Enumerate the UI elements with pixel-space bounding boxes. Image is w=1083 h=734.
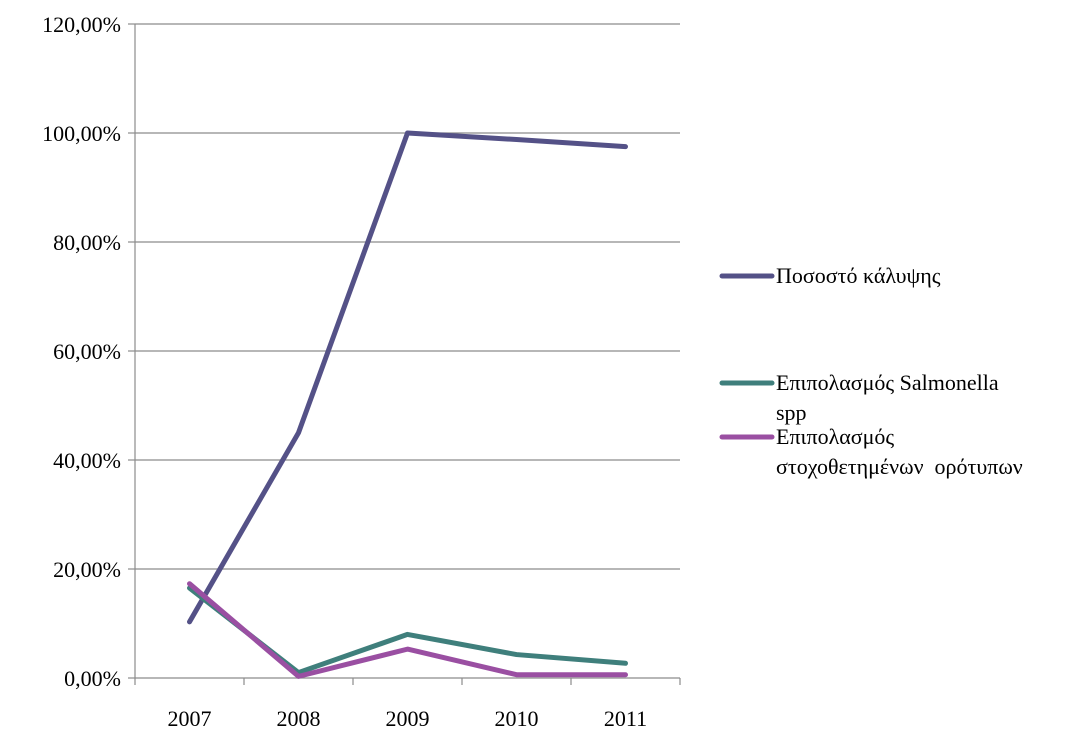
x-tick-label: 2010 bbox=[495, 706, 539, 731]
legend-entry-3: Επιπολασμός στοχοθετημένων ορότυπων bbox=[719, 424, 1023, 479]
y-tick-label: 20,00% bbox=[53, 557, 121, 582]
gridlines bbox=[135, 23, 680, 570]
y-tick-label: 0,00% bbox=[64, 666, 121, 691]
y-tick-label: 100,00% bbox=[42, 121, 121, 146]
x-tick-label: 2008 bbox=[277, 706, 321, 731]
y-tick-label: 80,00% bbox=[53, 230, 121, 255]
legend-label: Ποσοστό κάλυψης bbox=[776, 263, 941, 288]
series-lines bbox=[187, 130, 628, 679]
y-tick-label: 40,00% bbox=[53, 448, 121, 473]
legend-label: spp bbox=[776, 400, 807, 425]
series-line-3 bbox=[187, 581, 628, 679]
legend-label: Επιπολασμός bbox=[776, 424, 894, 449]
x-tick-label: 2011 bbox=[604, 706, 647, 731]
x-tick-label: 2007 bbox=[168, 706, 212, 731]
legend: Ποσοστό κάλυψης Επιπολασμός Salmonella spp… bbox=[719, 263, 1023, 479]
legend-entry-2: Επιπολασμός Salmonella spp bbox=[719, 370, 999, 425]
y-tick-label: 60,00% bbox=[53, 339, 121, 364]
series-line-2 bbox=[187, 585, 628, 676]
y-tick-label: 120,00% bbox=[42, 12, 121, 37]
legend-label: στοχοθετημένων ορότυπων bbox=[776, 454, 1023, 479]
legend-entry-1: Ποσοστό κάλυψης bbox=[719, 263, 941, 288]
legend-label: Επιπολασμός Salmonella bbox=[776, 370, 999, 395]
x-tick-label: 2009 bbox=[386, 706, 430, 731]
axes: 0,00% 20,00% 40,00% 60,00% 80,00% 100,00% 120,… bbox=[42, 12, 681, 731]
series-line-1 bbox=[187, 130, 628, 625]
